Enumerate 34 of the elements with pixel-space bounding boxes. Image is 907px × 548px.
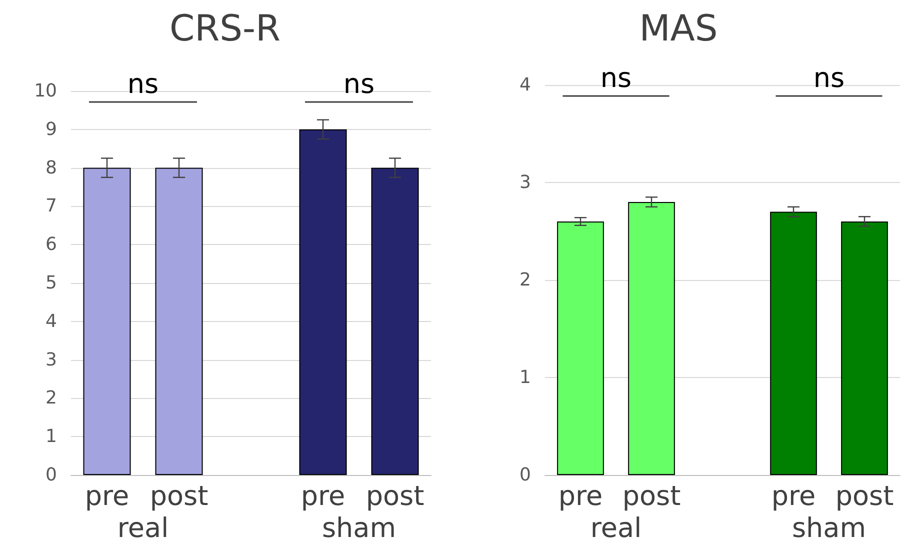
y-tick-label: 3 [520, 172, 531, 193]
x-tick-label: post [835, 481, 894, 512]
text: sham [792, 513, 866, 544]
y-tick-label: 0 [520, 464, 531, 486]
x-tick-label: post [366, 481, 424, 512]
y-tick-label: 10 [34, 80, 57, 102]
x-tick-label: pre [558, 481, 603, 512]
annotation: ns [600, 63, 632, 94]
annotation: ns [127, 69, 159, 100]
x-tick-label: post [150, 481, 208, 512]
y-tick-label: 0 [46, 464, 57, 486]
chart-title: CRS-R [169, 8, 281, 50]
y-tick-label: 2 [46, 388, 57, 409]
y-tick-label: 1 [46, 426, 57, 448]
text: sham [322, 513, 396, 544]
chart-title: MAS [639, 8, 718, 50]
y-tick-label: 2 [520, 270, 531, 290]
y-tick-label: 3 [46, 349, 57, 370]
y-tick-label: 4 [46, 310, 57, 332]
y-tick-label: 9 [46, 118, 57, 140]
annotation: ns [813, 63, 845, 94]
y-tick-label: 6 [46, 234, 57, 256]
x-tick-label: pre [300, 481, 346, 512]
y-tick-label: 5 [46, 272, 57, 294]
x-tick-label: pre [84, 481, 130, 512]
x-tick-label: pre [771, 481, 816, 512]
y-tick-label: 8 [46, 157, 57, 178]
y-tick-label: 1 [520, 367, 531, 388]
annotation: ns [343, 69, 375, 100]
text: real [590, 513, 642, 544]
x-tick-label: post [622, 481, 681, 512]
y-tick-label: 4 [520, 74, 531, 96]
y-tick-label: 7 [46, 196, 57, 217]
text: real [117, 513, 169, 544]
